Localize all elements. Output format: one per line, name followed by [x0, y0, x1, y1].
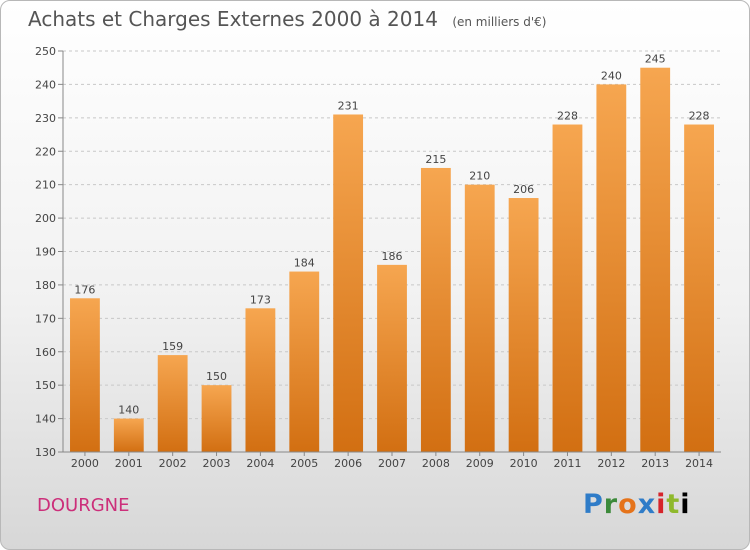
bar-2012 [596, 84, 627, 453]
proxiti-logo: Proxiti [583, 489, 691, 520]
x-tick-label: 2010 [510, 457, 538, 470]
data-label: 210 [469, 170, 490, 183]
x-tick-label: 2001 [115, 457, 143, 470]
y-tick-label: 180 [35, 279, 56, 292]
data-label: 231 [338, 99, 359, 112]
x-tick-label: 2011 [553, 457, 581, 470]
y-tick-label: 140 [35, 413, 56, 426]
y-tick-label: 250 [35, 45, 56, 58]
y-tick-label: 210 [35, 179, 56, 192]
bar-2004 [245, 308, 276, 452]
x-tick-label: 2013 [641, 457, 669, 470]
y-tick-label: 240 [35, 78, 56, 91]
data-label: 173 [250, 293, 271, 306]
data-label: 215 [425, 153, 446, 166]
bar-2000 [70, 298, 100, 452]
x-tick-label: 2003 [203, 457, 231, 470]
x-tick-label: 2008 [422, 457, 450, 470]
data-label: 176 [74, 283, 95, 296]
y-tick-label: 170 [35, 312, 56, 325]
y-tick-label: 220 [35, 145, 56, 158]
bar-2006 [333, 114, 364, 452]
y-tick-label: 130 [35, 446, 56, 459]
bar-2013 [640, 67, 671, 452]
bar-2011 [552, 124, 583, 453]
bar-2001 [113, 418, 144, 452]
data-label: 184 [294, 257, 315, 270]
y-tick-label: 190 [35, 246, 56, 259]
data-label: 206 [513, 183, 534, 196]
x-tick-label: 2014 [685, 457, 713, 470]
bar-2009 [464, 184, 495, 452]
y-tick-label: 200 [35, 212, 56, 225]
data-label: 150 [206, 370, 227, 383]
bar-2005 [289, 271, 320, 452]
bar-2003 [201, 385, 232, 452]
data-label: 228 [689, 110, 710, 123]
title-text: Achats et Charges Externes 2000 à 2014 [28, 7, 438, 31]
y-tick-label: 160 [35, 346, 56, 359]
bar-2014 [684, 124, 714, 453]
data-label: 140 [118, 404, 139, 417]
chart-title: Achats et Charges Externes 2000 à 2014 (… [28, 7, 546, 31]
x-tick-label: 2005 [290, 457, 318, 470]
x-tick-label: 2012 [597, 457, 625, 470]
x-tick-label: 2009 [466, 457, 494, 470]
bar-2008 [420, 167, 451, 453]
x-tick-label: 2000 [71, 457, 99, 470]
data-label: 159 [162, 340, 183, 353]
x-tick-label: 2006 [334, 457, 362, 470]
data-label: 186 [382, 250, 403, 263]
bar-2002 [157, 355, 188, 452]
y-tick-label: 150 [35, 379, 56, 392]
data-label: 228 [557, 110, 578, 123]
x-tick-label: 2007 [378, 457, 406, 470]
data-label: 245 [645, 53, 666, 66]
chart-subtitle: (en milliers d'€) [452, 15, 547, 29]
data-label: 240 [601, 69, 622, 82]
x-tick-label: 2004 [246, 457, 274, 470]
bar-2007 [377, 264, 407, 452]
y-tick-label: 230 [35, 112, 56, 125]
commune-name: DOURGNE [37, 495, 130, 516]
bar-2010 [508, 198, 539, 452]
x-tick-label: 2002 [159, 457, 187, 470]
